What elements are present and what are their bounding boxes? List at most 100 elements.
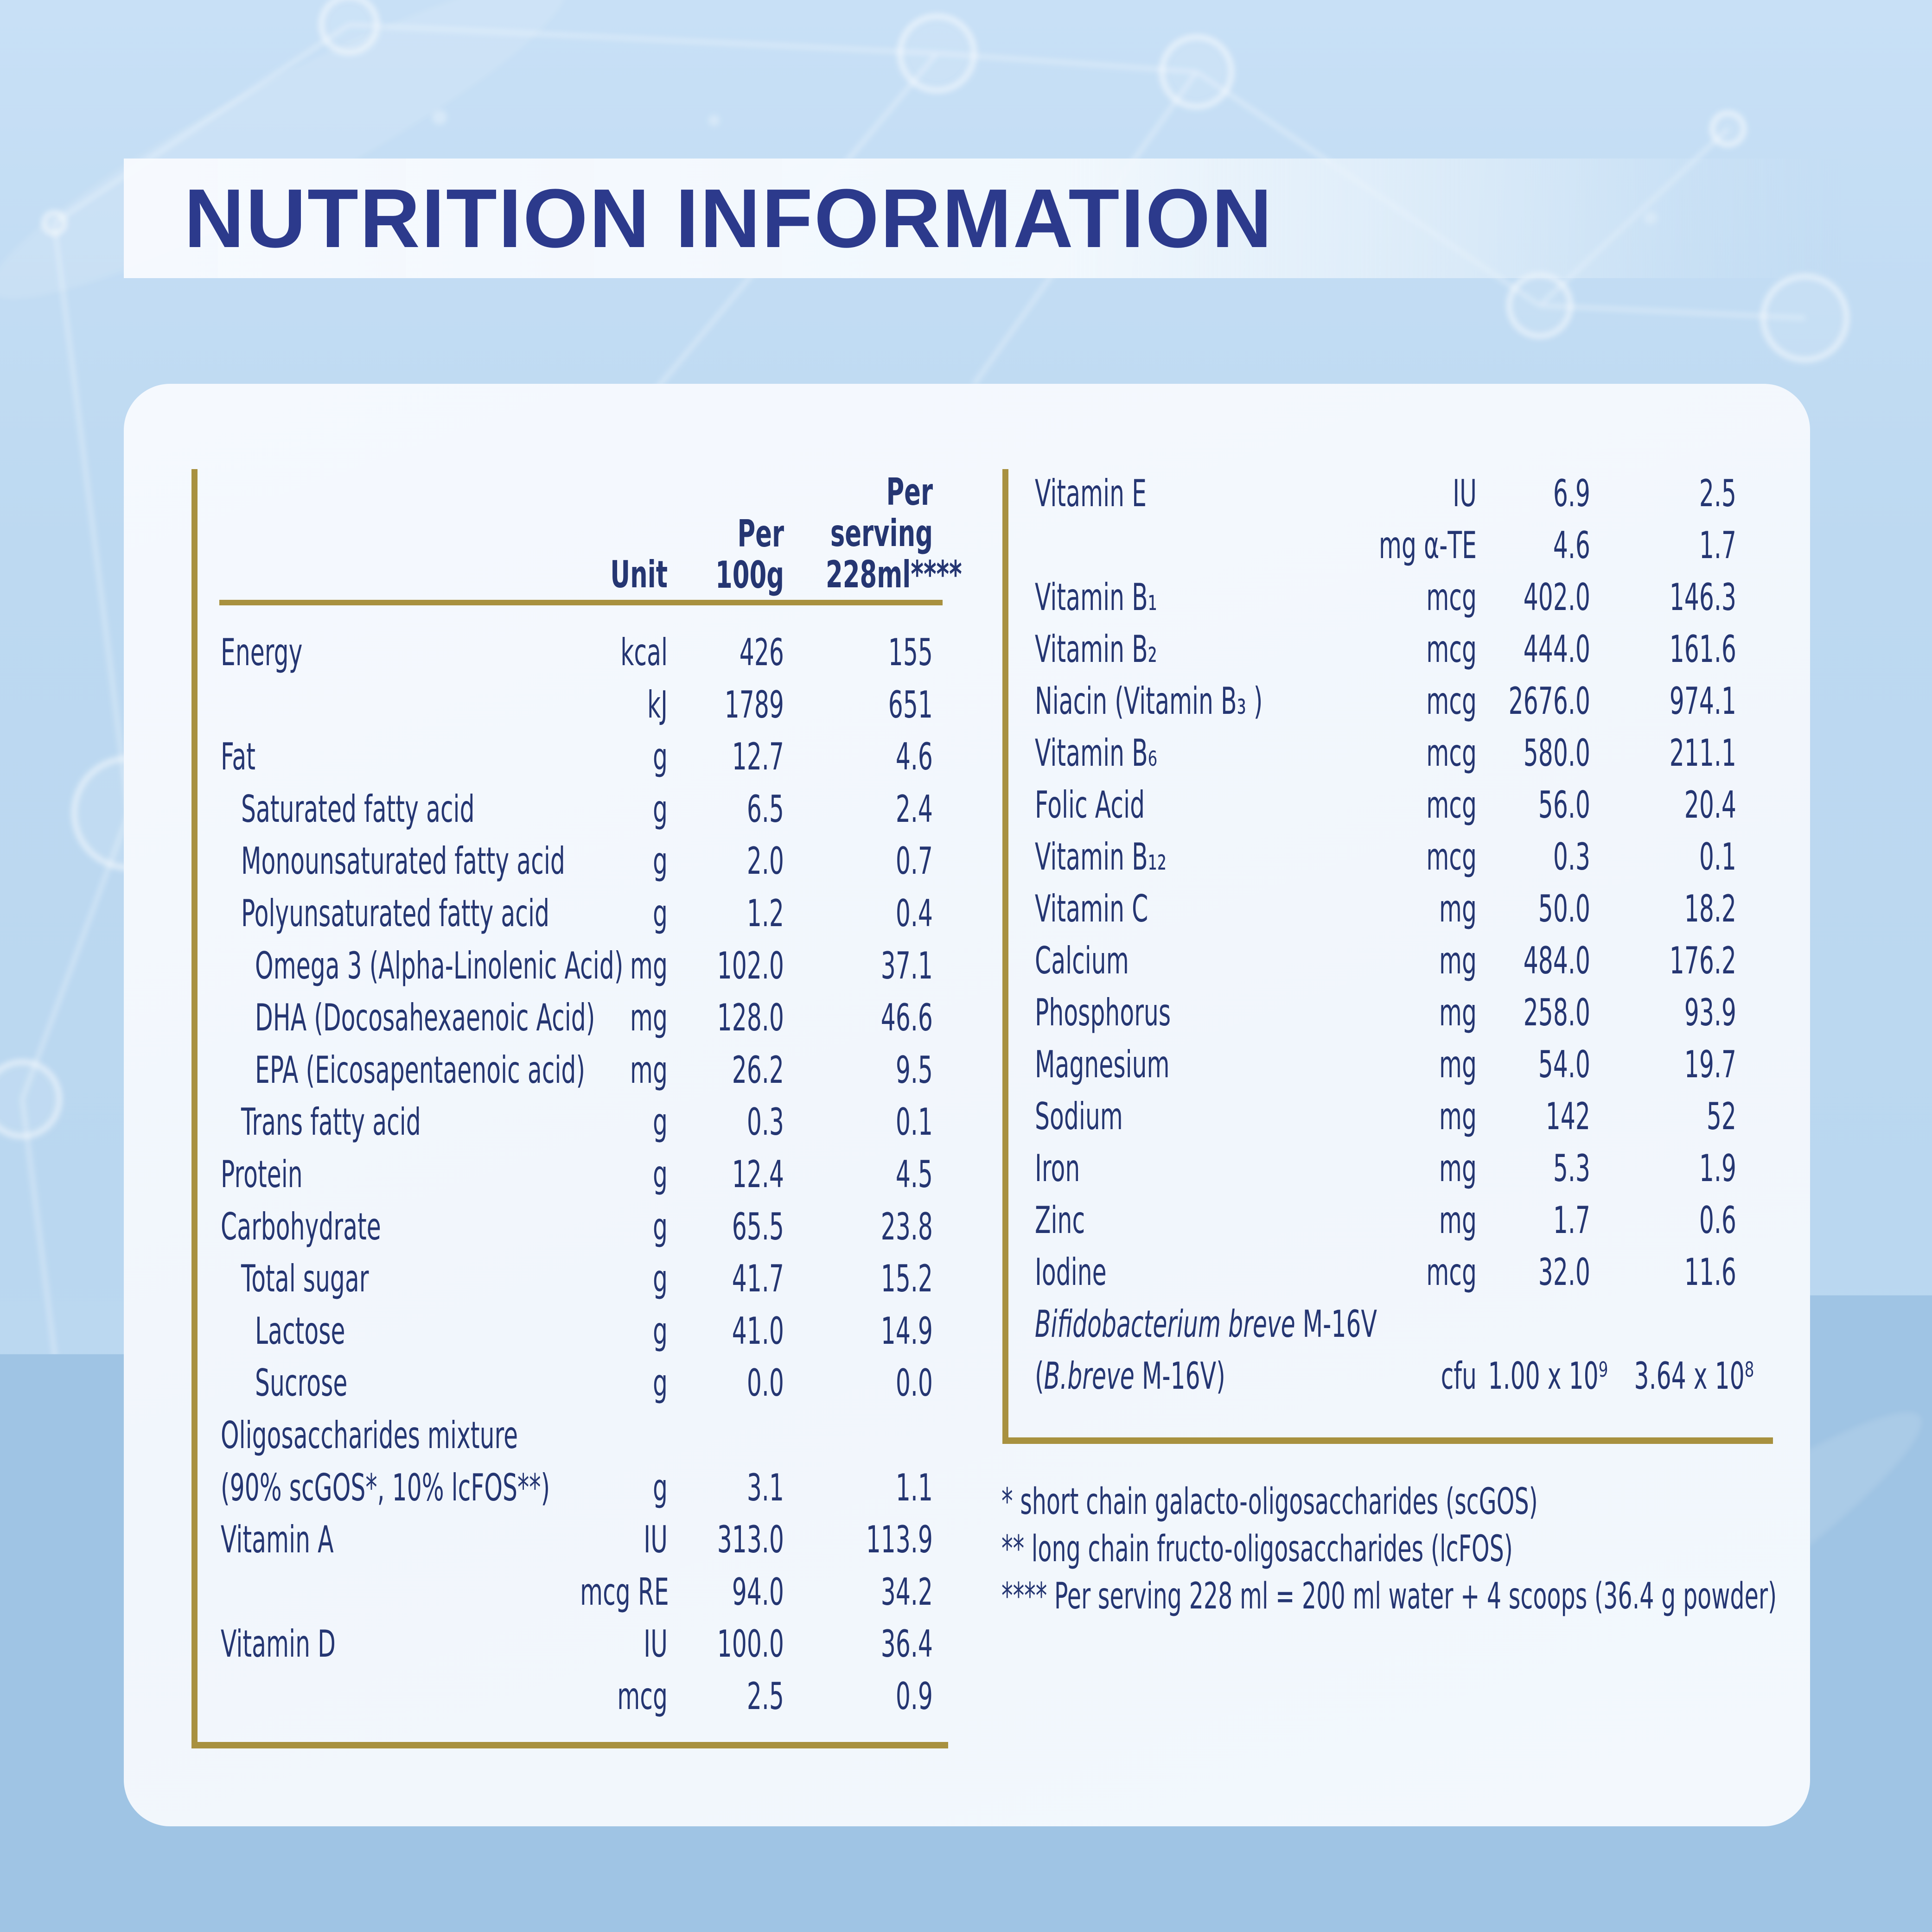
row-label: Bifidobacterium breve M-16V <box>1035 1298 1377 1350</box>
row-per-100g: 402.0 <box>1488 572 1591 623</box>
row-per-serving: 1.7 <box>1634 520 1737 572</box>
table-row: Sodium mg 142 52 <box>124 1091 1810 1143</box>
row-per-100g: 3.1 <box>696 1462 784 1514</box>
row-label: Niacin (Vitamin B₃ ) <box>1035 675 1262 727</box>
table-row: Iron mg 5.3 1.9 <box>124 1143 1810 1195</box>
row-unit: mcg <box>1360 831 1477 883</box>
footnote-lcfos: ** long chain fructo-oligosaccharides (l… <box>1001 1523 1513 1575</box>
table-row: Phosphorus mg 258.0 93.9 <box>124 987 1810 1039</box>
row-per-serving: 1.1 <box>831 1462 933 1514</box>
row-label: (B.breve M-16V) <box>1035 1350 1225 1402</box>
row-per-serving: 3.64 x 10⁸ <box>1634 1350 1737 1402</box>
table-row: (90% scGOS*, 10% lcFOS**) g 3.1 1.1 <box>124 1462 1810 1514</box>
table-row: mg α-TE 4.6 1.7 <box>124 520 1810 572</box>
row-per-serving: 974.1 <box>1634 675 1737 727</box>
row-per-serving: 0.6 <box>1634 1195 1737 1246</box>
row-per-serving: 19.7 <box>1634 1039 1737 1091</box>
row-per-100g: 0.3 <box>1488 831 1591 883</box>
row-per-serving: 93.9 <box>1634 987 1737 1039</box>
row-unit: mg α-TE <box>1360 520 1477 572</box>
row-label: Calcium <box>1035 935 1129 987</box>
row-per-100g: 484.0 <box>1488 935 1591 987</box>
footnote-serving: **** Per serving 228 ml = 200 ml water +… <box>1001 1570 1777 1622</box>
row-per-100g: 258.0 <box>1488 987 1591 1039</box>
row-label: Folic Acid <box>1035 779 1145 831</box>
row-per-serving: 211.1 <box>1634 727 1737 779</box>
page-title: NUTRITION INFORMATION <box>184 171 1273 267</box>
row-label: Vitamin D <box>221 1618 336 1670</box>
row-per-serving: 52 <box>1634 1091 1737 1143</box>
row-unit: mg <box>1360 1195 1477 1246</box>
row-per-100g: 6.9 <box>1488 468 1591 520</box>
row-per-100g: 142 <box>1488 1091 1591 1143</box>
row-per-100g: 32.0 <box>1488 1246 1591 1298</box>
table-row: Vitamin B₁₂ mcg 0.3 0.1 <box>124 831 1810 883</box>
table-row: Vitamin C mg 50.0 18.2 <box>124 883 1810 935</box>
table-row: (B.breve M-16V) cfu 1.00 x 10⁹ 3.64 x 10⁸ <box>124 1350 1810 1402</box>
row-per-100g: 2676.0 <box>1488 675 1591 727</box>
table-row: Vitamin B₁ mcg 402.0 146.3 <box>124 572 1810 623</box>
row-label: Vitamin C <box>1035 883 1148 935</box>
row-unit: mg <box>1360 883 1477 935</box>
row-unit: mcg <box>1360 675 1477 727</box>
table-row: Bifidobacterium breve M-16V <box>124 1298 1810 1350</box>
table-row: Folic Acid mcg 56.0 20.4 <box>124 779 1810 831</box>
row-unit: mcg <box>1360 727 1477 779</box>
row-per-100g: 50.0 <box>1488 883 1591 935</box>
row-per-100g: 580.0 <box>1488 727 1591 779</box>
row-label: Zinc <box>1035 1195 1085 1246</box>
nutrition-card: Unit Per 100g Per serving 228ml**** Ener… <box>124 384 1810 1826</box>
row-label: Vitamin E <box>1035 468 1147 520</box>
row-per-serving: 11.6 <box>1634 1246 1737 1298</box>
row-per-serving: 161.6 <box>1634 623 1737 675</box>
row-per-serving: 20.4 <box>1634 779 1737 831</box>
row-unit: cfu <box>1360 1350 1477 1402</box>
row-per-100g: 56.0 <box>1488 779 1591 831</box>
row-unit: mcg <box>1360 572 1477 623</box>
row-per-serving: 113.9 <box>831 1514 933 1566</box>
row-unit: IU <box>1360 468 1477 520</box>
row-unit: mcg <box>1360 1246 1477 1298</box>
row-unit: mg <box>1360 1039 1477 1091</box>
table-row: Vitamin A IU 313.0 113.9 <box>124 1514 1810 1566</box>
row-unit: mcg <box>1360 779 1477 831</box>
row-per-100g: 100.0 <box>696 1618 784 1670</box>
left-table-bottom-rule <box>197 1742 948 1748</box>
row-per-serving: 36.4 <box>831 1618 933 1670</box>
row-unit: mcg RE <box>580 1566 668 1618</box>
row-unit: IU <box>580 1514 668 1566</box>
row-label: Vitamin B₁₂ <box>1035 831 1167 883</box>
row-per-serving: 18.2 <box>1634 883 1737 935</box>
row-per-100g: 4.6 <box>1488 520 1591 572</box>
row-label: Vitamin B₁ <box>1035 572 1157 623</box>
row-per-100g: 444.0 <box>1488 623 1591 675</box>
row-label: Iron <box>1035 1143 1080 1195</box>
row-unit: mg <box>1360 1091 1477 1143</box>
table-row: Magnesium mg 54.0 19.7 <box>124 1039 1810 1091</box>
row-per-100g: 54.0 <box>1488 1039 1591 1091</box>
table-row: Vitamin B₆ mcg 580.0 211.1 <box>124 727 1810 779</box>
row-unit: mg <box>1360 1143 1477 1195</box>
table-row: Niacin (Vitamin B₃ ) mcg 2676.0 974.1 <box>124 675 1810 727</box>
row-unit: g <box>580 1462 668 1514</box>
row-unit: mg <box>1360 935 1477 987</box>
nutrition-information-panel: NUTRITION INFORMATION Unit Per 100g Per … <box>0 0 1932 1932</box>
row-per-100g: 5.3 <box>1488 1143 1591 1195</box>
title-banner: NUTRITION INFORMATION <box>124 159 1932 278</box>
table-row: mcg 2.5 0.9 <box>124 1671 1810 1722</box>
row-per-serving: 34.2 <box>831 1566 933 1618</box>
row-per-serving: 0.9 <box>831 1671 933 1722</box>
row-label: Vitamin A <box>221 1514 334 1566</box>
row-unit: mg <box>1360 987 1477 1039</box>
row-unit: IU <box>580 1618 668 1670</box>
row-per-serving: 2.5 <box>1634 468 1737 520</box>
table-row: Zinc mg 1.7 0.6 <box>124 1195 1810 1246</box>
row-per-100g: 1.7 <box>1488 1195 1591 1246</box>
row-per-serving: 1.9 <box>1634 1143 1737 1195</box>
row-per-100g: 313.0 <box>696 1514 784 1566</box>
row-label: Oligosaccharides mixture <box>221 1410 518 1462</box>
row-label: Phosphorus <box>1035 987 1171 1039</box>
row-per-serving: 0.1 <box>1634 831 1737 883</box>
row-per-100g: 2.5 <box>696 1671 784 1722</box>
table-row: Vitamin D IU 100.0 36.4 <box>124 1618 1810 1670</box>
